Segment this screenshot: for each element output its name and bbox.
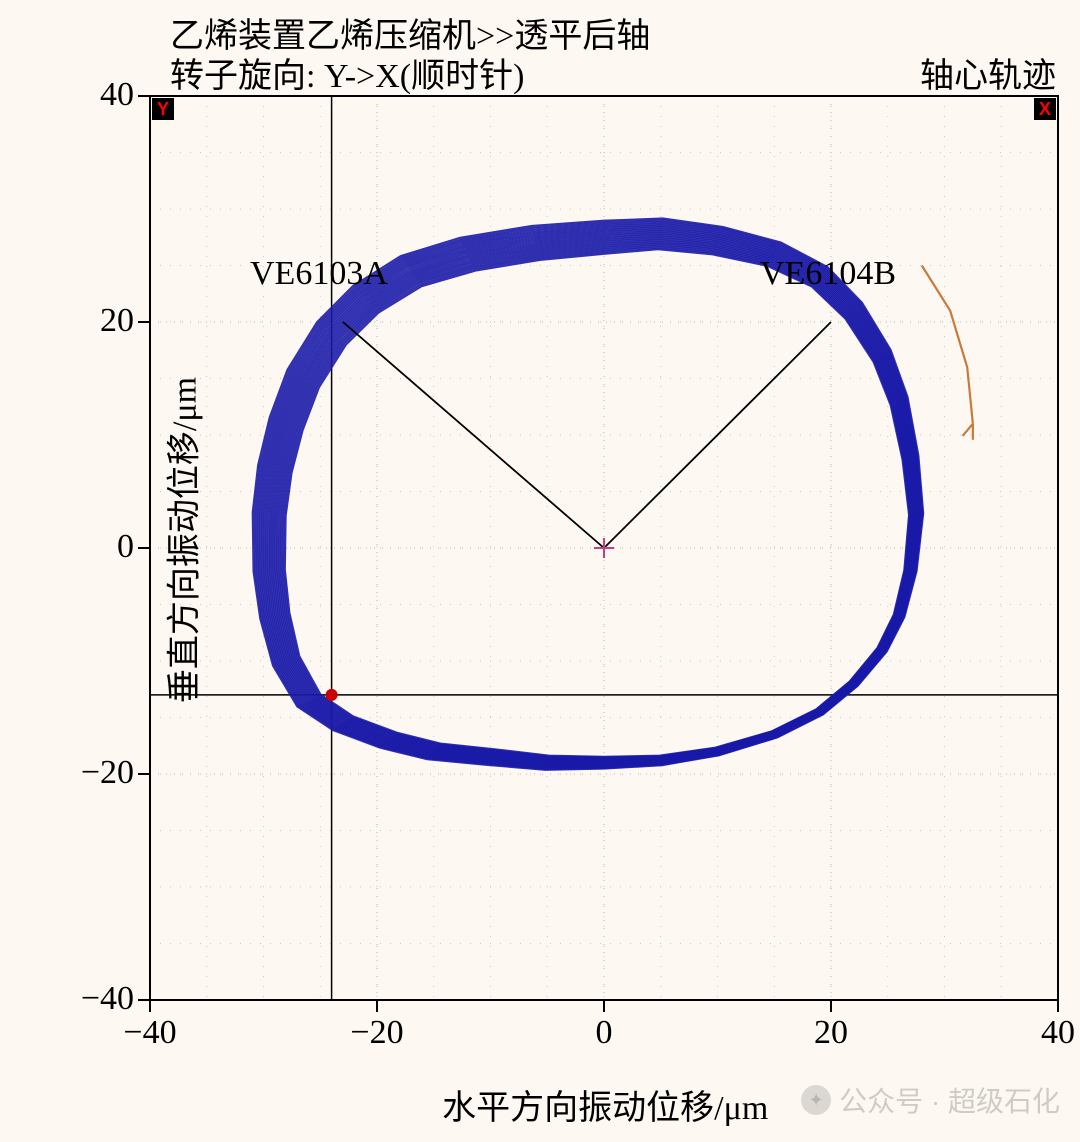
- watermark-text: 公众号 · 超级石化: [839, 1080, 1060, 1120]
- chart-title-line2: 转子旋向: Y->X(顺时针): [170, 48, 524, 97]
- probe-annotation: VE6104B: [760, 255, 896, 293]
- svg-text:Y: Y: [157, 99, 169, 119]
- y-tick-label: −20: [81, 754, 134, 792]
- probe-annotation: VE6103A: [250, 255, 388, 293]
- x-axis-label: 水平方向振动位移/μm: [442, 1080, 768, 1129]
- x-tick-label: 0: [574, 1014, 634, 1052]
- x-tick-label: −20: [347, 1014, 407, 1052]
- y-tick-label: 40: [100, 76, 134, 114]
- svg-text:X: X: [1039, 99, 1051, 119]
- y-tick-label: 0: [117, 528, 134, 566]
- x-tick-label: −40: [120, 1014, 180, 1052]
- y-tick-label: −40: [81, 980, 134, 1018]
- chart-title-right: 轴心轨迹: [920, 48, 1056, 97]
- y-axis-label: 垂直方向振动位移/μm: [157, 377, 206, 703]
- x-tick-label: 40: [1028, 1014, 1080, 1052]
- y-tick-label: 20: [100, 302, 134, 340]
- orbit-chart: 乙烯装置乙烯压缩机>>透平后轴 转子旋向: Y->X(顺时针) 轴心轨迹 垂直方…: [0, 0, 1080, 1142]
- x-tick-label: 20: [801, 1014, 861, 1052]
- watermark: ✦ 公众号 · 超级石化: [801, 1080, 1060, 1120]
- wechat-icon: ✦: [801, 1085, 831, 1115]
